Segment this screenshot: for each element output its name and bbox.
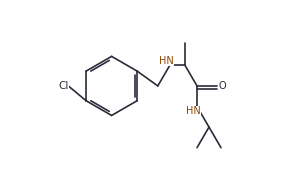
Text: HN: HN bbox=[186, 106, 201, 116]
Text: O: O bbox=[218, 81, 226, 91]
Text: Cl: Cl bbox=[58, 81, 68, 91]
Text: HN: HN bbox=[159, 56, 174, 66]
